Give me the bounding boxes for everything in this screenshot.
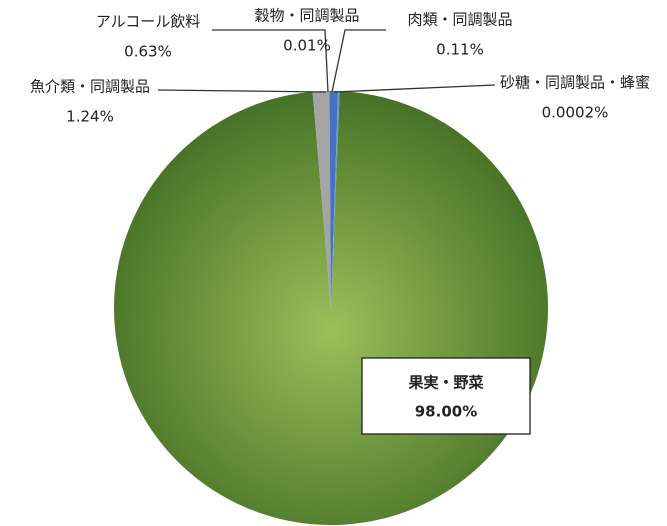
pie-slice	[312, 91, 331, 309]
data-label-name: 穀物・同調製品	[254, 7, 359, 25]
leader-line	[331, 29, 386, 93]
data-label-name: 魚介類・同調製品	[30, 78, 150, 96]
data-label-value: 0.63%	[124, 43, 172, 61]
data-label-value: 98.00%	[415, 403, 477, 421]
data-label-name: 肉類・同調製品	[407, 11, 512, 29]
label-box	[361, 357, 531, 435]
data-label-value: 0.0002%	[542, 104, 609, 122]
data-label-value: 1.24%	[66, 108, 114, 126]
data-label-name: 砂糖・同調製品・蜂蜜	[500, 74, 650, 92]
pie-slice	[331, 91, 339, 308]
leader-line	[157, 89, 327, 93]
data-label-name: 果実・野菜	[407, 374, 483, 392]
data-label-value: 0.11%	[436, 41, 484, 59]
data-label-value: 0.01%	[283, 37, 331, 55]
data-label-name: アルコール飲料	[96, 13, 201, 31]
pie-slice	[331, 91, 340, 308]
leader-line	[333, 84, 496, 93]
leader-line	[212, 29, 329, 93]
pie-slice	[329, 91, 339, 309]
pie-slice	[331, 91, 340, 308]
